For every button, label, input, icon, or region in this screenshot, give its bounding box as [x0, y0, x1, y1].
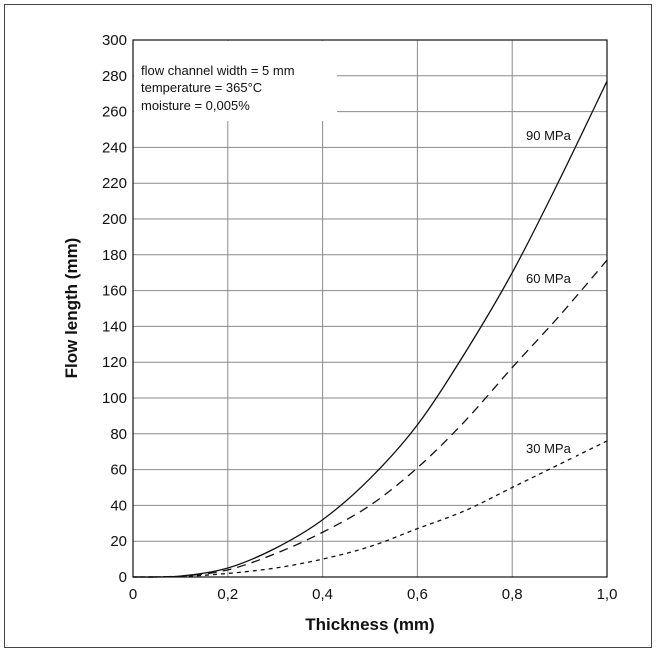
annotation-line: temperature = 365°C	[141, 80, 262, 95]
plot-border	[132, 39, 608, 578]
y-tick-label: 180	[102, 247, 127, 264]
y-axis-title: Flow length (mm)	[62, 238, 81, 379]
series-labels: 90 MPa 60 MPa 30 MPa	[522, 127, 576, 457]
y-tick-label: 100	[102, 390, 127, 407]
x-axis-title: Thickness (mm)	[305, 615, 434, 634]
x-tick-label: 0,2	[217, 586, 238, 603]
tick-labels: 0 0,2 0,4 0,6 0,8 1,0 0 20 40 60 80 100 120 140 160 180…	[102, 32, 617, 603]
x-tick-label: 0,4	[312, 586, 333, 603]
x-tick-label: 0,8	[502, 586, 523, 603]
series-line-60mpa	[132, 259, 608, 578]
y-tick-label: 280	[102, 68, 127, 85]
series-line-90mpa	[132, 80, 608, 578]
y-tick-label: 40	[110, 497, 127, 514]
annotation-line: flow channel width = 5 mm	[141, 63, 295, 78]
y-tick-label: 300	[102, 32, 127, 49]
y-tick-label: 60	[110, 462, 127, 479]
x-tick-label: 0	[129, 586, 137, 603]
x-tick-label: 1,0	[597, 586, 618, 603]
y-tick-label: 20	[110, 533, 127, 550]
annotation-background	[134, 41, 337, 121]
y-tick-label: 200	[102, 211, 127, 228]
y-tick-label: 80	[110, 426, 127, 443]
y-tick-label: 120	[102, 354, 127, 371]
y-tick-label: 140	[102, 318, 127, 335]
series-label-background	[522, 127, 576, 144]
y-tick-label: 240	[102, 139, 127, 156]
series-label-background	[522, 270, 576, 287]
series-label-90mpa: 90 MPa	[526, 128, 572, 143]
y-tick-label: 160	[102, 283, 127, 300]
series-lines	[132, 80, 608, 578]
series-line-30mpa	[132, 440, 608, 578]
annotation-box: flow channel width = 5 mm temperature = …	[134, 41, 337, 121]
series-label-60mpa: 60 MPa	[526, 271, 572, 286]
y-tick-label: 0	[119, 569, 127, 586]
annotation-line: moisture = 0,005%	[141, 98, 250, 113]
series-label-background	[522, 440, 576, 457]
x-tick-label: 0,6	[407, 586, 428, 603]
series-label-30mpa: 30 MPa	[526, 441, 572, 456]
y-tick-label: 220	[102, 175, 127, 192]
y-tick-label: 260	[102, 104, 127, 121]
